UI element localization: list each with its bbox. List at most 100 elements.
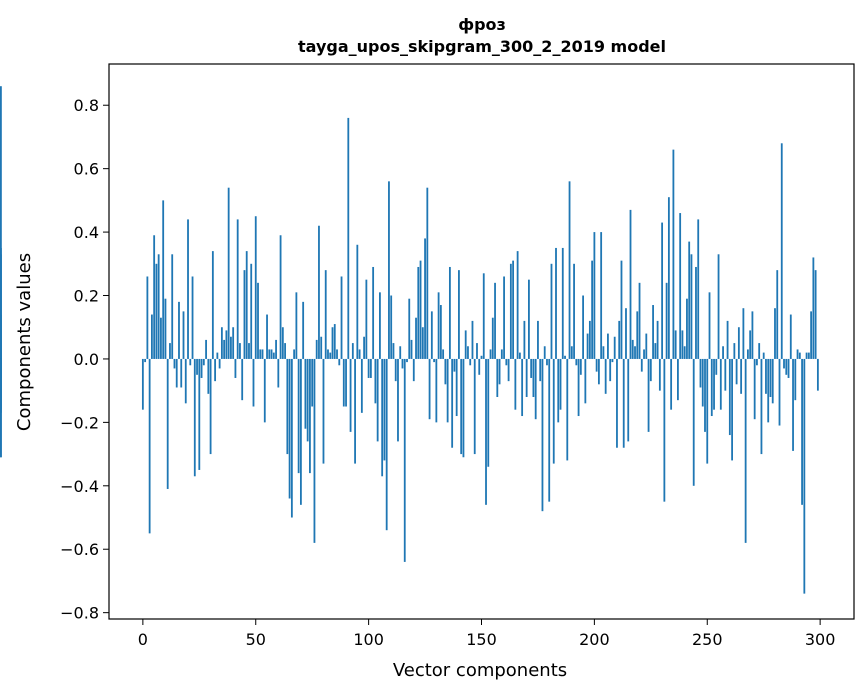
bar-135 (446, 358, 449, 423)
x-tick-label: 0 (138, 630, 148, 649)
bar-201 (595, 358, 598, 372)
bar-84 (331, 327, 334, 359)
bar-65 (288, 358, 291, 499)
bar-227 (654, 343, 657, 359)
bar-287 (789, 314, 792, 359)
bar-181 (550, 263, 553, 359)
bar-275 (762, 352, 765, 359)
bar-266 (742, 308, 745, 359)
bar-146 (471, 320, 474, 359)
bar-23 (193, 358, 196, 477)
bar-undefined (0, 86, 2, 359)
bar-131 (437, 292, 440, 359)
bar-223 (645, 333, 648, 359)
bar-186 (561, 247, 564, 359)
bar-79 (320, 336, 323, 359)
bar-182 (552, 358, 555, 464)
bar-82 (327, 349, 329, 359)
bar-279 (771, 358, 774, 404)
bar-256 (719, 358, 722, 410)
bar-207 (609, 358, 612, 382)
bar-38 (227, 187, 230, 359)
y-tick-label: 0.2 (74, 287, 99, 306)
bar-216 (629, 209, 632, 359)
bar-63 (284, 343, 286, 359)
y-tick-label: −0.4 (60, 477, 99, 496)
bar-222 (643, 349, 645, 359)
bar-94 (354, 358, 356, 464)
bar-286 (787, 358, 790, 378)
bar-191 (573, 263, 575, 359)
bar-296 (810, 311, 813, 359)
bar-154 (489, 349, 492, 359)
bar-117 (406, 358, 408, 363)
bar-262 (733, 343, 736, 359)
bar-39 (230, 336, 232, 359)
bar-138 (453, 358, 456, 372)
bar-268 (746, 349, 749, 359)
bar-29 (207, 358, 210, 394)
bar-237 (677, 358, 679, 401)
bar-145 (469, 358, 472, 366)
bar-124 (421, 327, 424, 359)
bar-187 (564, 355, 566, 359)
bar-6 (155, 263, 158, 359)
bar-137 (451, 358, 454, 448)
bar-52 (259, 349, 262, 359)
bar-35 (220, 327, 223, 359)
bar-299 (816, 358, 819, 391)
bar-189 (568, 181, 571, 359)
bar-183 (555, 247, 557, 359)
bar-226 (652, 305, 654, 359)
bar-112 (394, 358, 397, 382)
bar-30 (209, 358, 212, 455)
bar-125 (424, 238, 426, 359)
bar-212 (620, 260, 623, 359)
bar-122 (417, 266, 420, 359)
bar-245 (695, 266, 697, 359)
bar-7 (157, 254, 160, 359)
bar-162 (507, 358, 510, 382)
bar-171 (528, 279, 530, 359)
bars-group (0, 86, 819, 594)
bar-238 (679, 213, 682, 359)
bar-34 (218, 358, 221, 369)
chart-title: фроз (458, 15, 506, 34)
bar-undefined (0, 358, 2, 458)
bar-249 (704, 358, 706, 432)
bar-265 (740, 358, 743, 394)
bar-270 (751, 311, 754, 359)
bar-224 (647, 358, 650, 432)
bar-156 (494, 282, 496, 359)
bar-260 (728, 358, 731, 436)
bar-48 (250, 263, 253, 359)
bar-291 (798, 352, 801, 359)
bar-292 (801, 358, 803, 505)
bar-280 (774, 308, 776, 359)
bar-241 (686, 298, 688, 359)
bar-176 (539, 358, 542, 382)
bar-288 (792, 358, 794, 451)
bar-28 (205, 339, 207, 359)
x-axis-label: Vector components (393, 660, 567, 681)
bar-271 (753, 358, 756, 420)
bar-175 (537, 320, 539, 359)
y-axis-label: Components values (14, 253, 35, 431)
bar-85 (333, 324, 336, 359)
bar-13 (171, 254, 174, 359)
bar-294 (805, 352, 808, 359)
bar-142 (462, 358, 465, 458)
bar-173 (532, 358, 535, 397)
bar-257 (722, 346, 724, 359)
bar-57 (270, 349, 273, 359)
bar-136 (448, 266, 451, 359)
x-tick-label: 150 (466, 630, 497, 649)
bar-228 (656, 320, 659, 359)
bar-31 (211, 251, 214, 359)
bar-164 (512, 260, 515, 359)
bar-165 (514, 358, 517, 410)
bar-139 (455, 358, 458, 417)
bar-36 (223, 339, 226, 359)
bar-192 (575, 358, 578, 366)
